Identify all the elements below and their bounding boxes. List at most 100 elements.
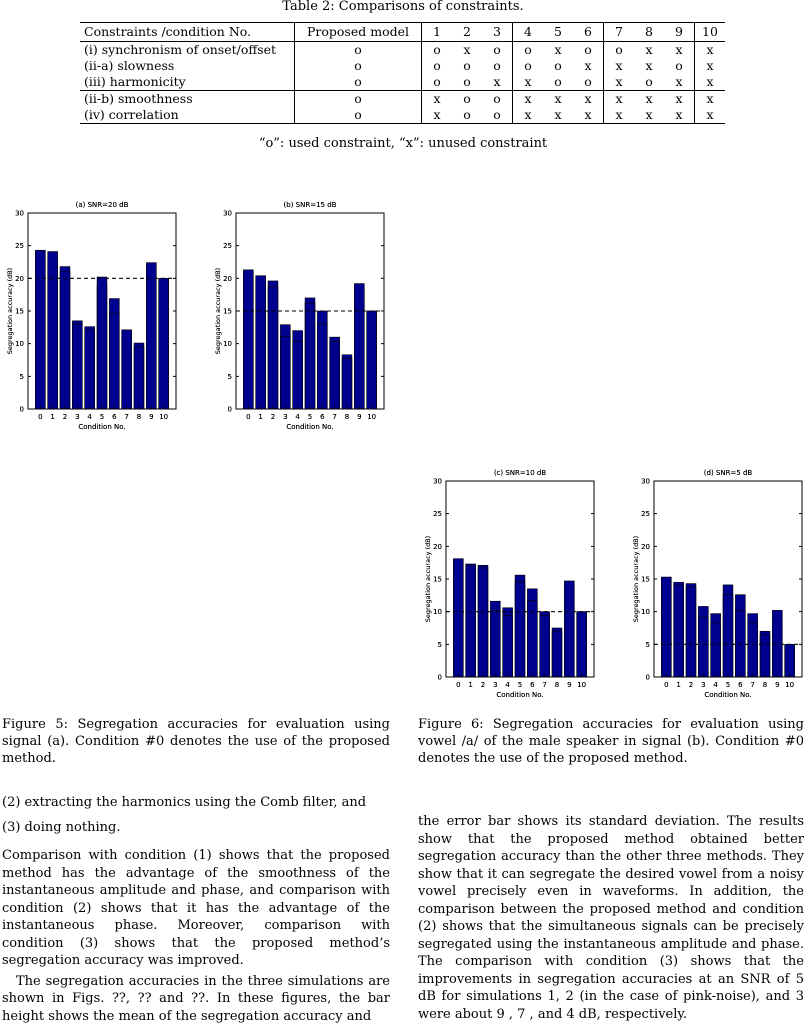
table-cell: o: [422, 74, 453, 91]
table-cell: o: [664, 58, 695, 74]
table-header-row: Constraints /condition No. Proposed mode…: [80, 23, 725, 42]
y-axis-label: Segregation accuracy (dB): [214, 268, 222, 354]
y-tick-label: 10: [223, 340, 232, 348]
table-cell: x: [543, 42, 573, 59]
bar: [785, 644, 795, 677]
chart-title: (b) SNR=15 dB: [284, 201, 337, 209]
bar: [748, 623, 758, 677]
list-item-3: (3) doing nothing.: [2, 819, 392, 836]
bar: [760, 635, 770, 677]
table-cell: x: [695, 91, 726, 108]
table-cell: o: [513, 58, 544, 74]
bar: [661, 577, 671, 677]
table-cell: x: [604, 91, 635, 108]
header-col: 4: [513, 23, 544, 42]
table-cell: x: [695, 107, 726, 124]
table-cell: x: [604, 74, 635, 91]
y-tick-label: 25: [15, 242, 24, 250]
x-tick-label: 0: [38, 413, 42, 421]
bar: [711, 623, 721, 677]
x-tick-label: 7: [124, 413, 128, 421]
x-tick-label: 4: [505, 681, 510, 689]
table-cell: x: [634, 107, 664, 124]
y-tick-label: 25: [223, 242, 232, 250]
y-tick-label: 0: [646, 674, 650, 682]
x-tick-label: 7: [750, 681, 754, 689]
table-cell: x: [573, 58, 604, 74]
x-tick-label: 3: [493, 681, 497, 689]
x-tick-label: 9: [567, 681, 571, 689]
x-tick-label: 4: [87, 413, 92, 421]
x-tick-label: 6: [320, 413, 325, 421]
x-tick-label: 10: [785, 681, 794, 689]
proposed-cell: o: [295, 42, 422, 59]
bar: [60, 272, 70, 409]
row-label: (i) synchronism of onset/offset: [80, 42, 295, 59]
y-tick-label: 15: [223, 308, 232, 316]
header-col: 2: [452, 23, 482, 42]
header-col: 9: [664, 23, 695, 42]
table-cell: x: [513, 91, 544, 108]
y-tick-label: 15: [433, 576, 442, 584]
table-cell: o: [422, 42, 453, 59]
x-tick-label: 0: [456, 681, 460, 689]
y-tick-label: 30: [433, 478, 442, 486]
y-tick-label: 20: [15, 275, 24, 283]
table-cell: x: [634, 91, 664, 108]
x-tick-label: 8: [345, 413, 349, 421]
x-tick-label: 8: [763, 681, 767, 689]
y-tick-label: 5: [646, 641, 650, 649]
table-cell: x: [452, 42, 482, 59]
table-cell: x: [513, 107, 544, 124]
y-tick-label: 0: [20, 406, 24, 414]
header-col: 8: [634, 23, 664, 42]
bar: [540, 616, 550, 677]
table-caption: Table 2: Comparisons of constraints.: [0, 0, 806, 14]
x-tick-label: 7: [542, 681, 546, 689]
y-axis-label: Segregation accuracy (dB): [632, 536, 640, 622]
row-label: (ii-b) smoothness: [80, 91, 295, 108]
y-tick-label: 10: [433, 608, 442, 616]
table-cell: x: [664, 107, 695, 124]
x-tick-label: 10: [159, 413, 168, 421]
x-tick-label: 6: [738, 681, 743, 689]
bar: [772, 610, 782, 677]
x-tick-label: 8: [555, 681, 559, 689]
table-cell: o: [482, 58, 513, 74]
table-cell: o: [422, 58, 453, 74]
table-cell: x: [482, 74, 513, 91]
y-tick-label: 0: [438, 674, 442, 682]
x-tick-label: 10: [367, 413, 376, 421]
table-cell: x: [573, 107, 604, 124]
x-tick-label: 4: [713, 681, 718, 689]
x-tick-label: 9: [775, 681, 779, 689]
header-proposed: Proposed model: [295, 23, 422, 42]
table-cell: x: [695, 58, 726, 74]
y-tick-label: 30: [641, 478, 650, 486]
x-tick-label: 1: [468, 681, 472, 689]
y-tick-label: 25: [433, 510, 442, 518]
constraints-table: Constraints /condition No. Proposed mode…: [80, 22, 725, 124]
bar: [503, 616, 513, 677]
y-tick-label: 0: [228, 406, 232, 414]
bar: [48, 252, 58, 409]
y-tick-label: 5: [438, 641, 442, 649]
proposed-cell: o: [295, 74, 422, 91]
left-column-text: Comparison with condition (1) shows that…: [2, 847, 390, 1025]
table-cell: o: [543, 58, 573, 74]
y-tick-label: 20: [223, 275, 232, 283]
header-label: Constraints /condition No.: [80, 23, 295, 42]
table-cell: x: [695, 42, 726, 59]
x-tick-label: 9: [357, 413, 361, 421]
proposed-cell: o: [295, 91, 422, 108]
x-tick-label: 2: [481, 681, 485, 689]
table-cell: x: [664, 91, 695, 108]
row-label: (iii) harmonicity: [80, 74, 295, 91]
bar: [268, 287, 278, 409]
table-cell: o: [604, 42, 635, 59]
table-cell: o: [573, 74, 604, 91]
x-tick-label: 6: [530, 681, 535, 689]
proposed-cell: o: [295, 58, 422, 74]
